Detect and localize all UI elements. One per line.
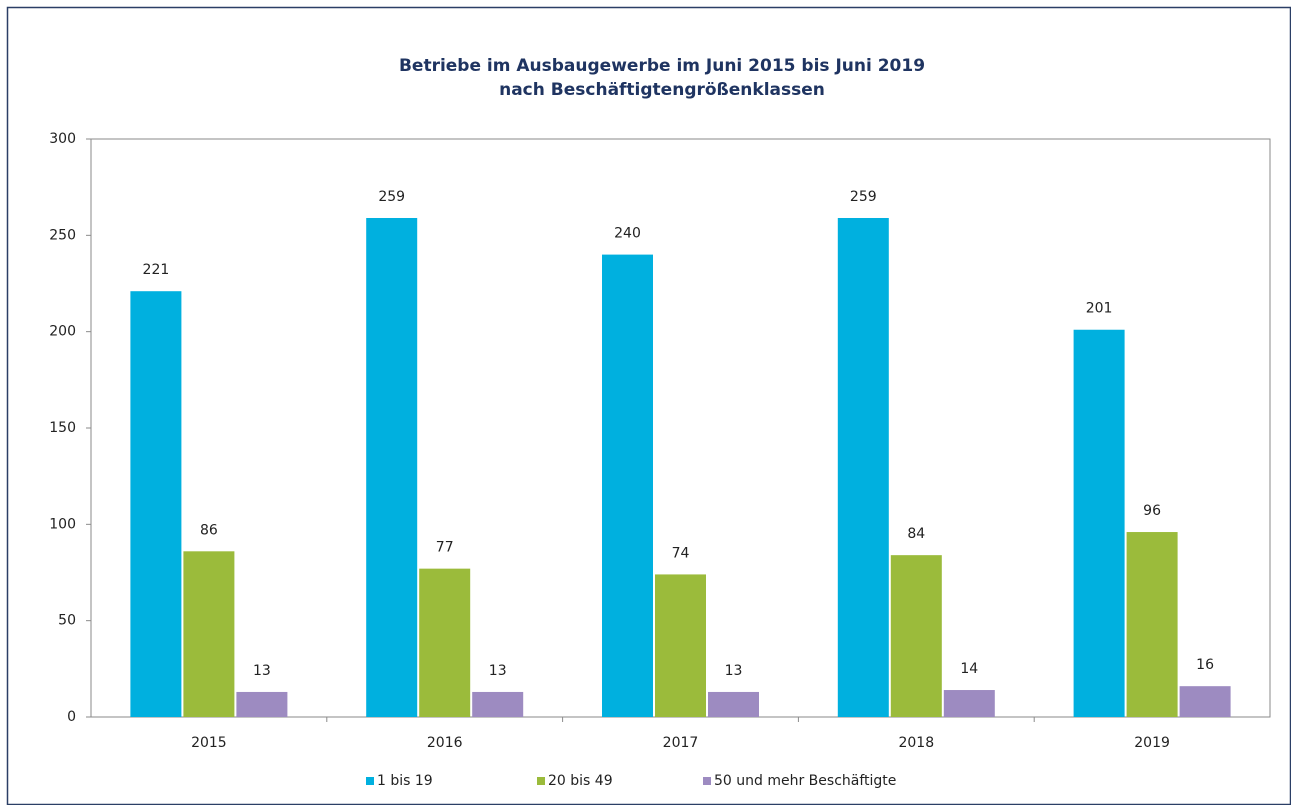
x-tick-label: 2019 — [1134, 735, 1170, 751]
value-label: 14 — [960, 661, 978, 677]
y-tick-label: 100 — [49, 516, 76, 532]
bar — [472, 691, 524, 717]
x-tick-label: 2016 — [427, 735, 463, 751]
legend-label: 1 bis 19 — [377, 773, 433, 789]
y-tick-label: 200 — [49, 324, 76, 340]
y-tick-label: 50 — [58, 613, 76, 629]
chart-title: Betriebe im Ausbaugewerbe im Juni 2015 b… — [399, 56, 925, 76]
x-tick-label: 2015 — [191, 735, 227, 751]
bar — [1073, 329, 1125, 717]
value-label: 259 — [378, 189, 405, 205]
bar — [1126, 532, 1178, 717]
bar — [708, 691, 759, 717]
value-label: 74 — [672, 545, 690, 561]
y-tick-label: 250 — [49, 227, 76, 243]
bar — [183, 551, 235, 717]
y-tick-label: 150 — [49, 420, 76, 436]
legend-swatch — [703, 777, 711, 785]
value-label: 240 — [614, 226, 641, 242]
value-label: 77 — [436, 540, 454, 556]
value-label: 201 — [1086, 301, 1113, 317]
bar — [419, 568, 471, 717]
x-tick-label: 2017 — [663, 735, 699, 751]
value-label: 16 — [1196, 657, 1214, 673]
value-label: 13 — [725, 663, 743, 679]
bar — [1179, 686, 1231, 717]
bar — [602, 254, 653, 717]
bar — [236, 691, 288, 717]
value-label: 13 — [489, 663, 507, 679]
bar — [655, 574, 706, 717]
value-label: 84 — [907, 526, 925, 542]
bar — [890, 555, 942, 717]
value-label: 86 — [200, 522, 218, 538]
y-tick-label: 300 — [49, 131, 76, 147]
bar — [130, 291, 182, 717]
chart-subtitle: nach Beschäftigtengrößenklassen — [499, 80, 825, 100]
legend-swatch — [366, 777, 374, 785]
y-tick-label: 0 — [67, 709, 76, 725]
legend-label: 50 und mehr Beschäftigte — [714, 773, 896, 789]
x-tick-label: 2018 — [898, 735, 934, 751]
bar — [366, 217, 418, 717]
value-label: 13 — [253, 663, 271, 679]
bar — [943, 690, 995, 717]
legend-swatch — [537, 777, 545, 785]
value-label: 221 — [143, 262, 170, 278]
legend-label: 20 bis 49 — [548, 773, 613, 789]
value-label: 259 — [850, 189, 877, 205]
value-label: 96 — [1143, 503, 1161, 519]
bar — [837, 217, 889, 717]
